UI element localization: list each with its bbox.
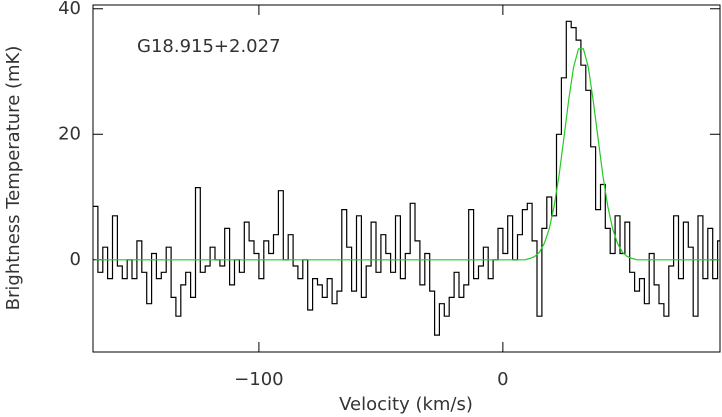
y-tick-label: 20	[58, 123, 81, 144]
spectrum	[93, 20, 720, 336]
y-tick-label: 40	[58, 0, 81, 19]
x-axis-label: Velocity (km/s)	[339, 394, 473, 415]
x-tick-label: 0	[497, 369, 508, 390]
annotation: G18.915+2.027	[137, 36, 281, 57]
plot-frame	[92, 4, 721, 353]
gaussian-fit	[95, 48, 720, 261]
y-tick-label: 0	[70, 249, 81, 270]
x-tick-label: −100	[234, 369, 283, 390]
y-axis-label: Brightness Temperature (mK)	[3, 46, 24, 311]
